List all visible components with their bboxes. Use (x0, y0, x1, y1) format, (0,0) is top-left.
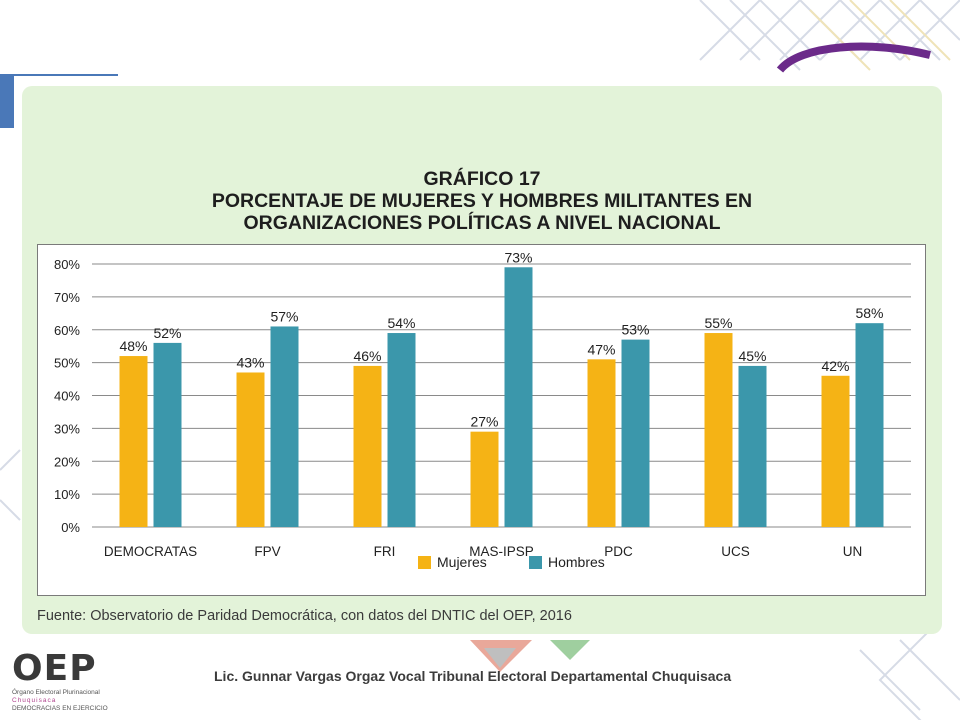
chart-title-line-3: ORGANIZACIONES POLÍTICAS A NIVEL NACIONA… (243, 212, 721, 234)
y-tick-label: 70% (54, 290, 80, 305)
chart-title: GRÁFICO 17 PORCENTAJE DE MUJERES Y HOMBR… (22, 168, 942, 234)
data-label: 45% (738, 348, 766, 364)
y-tick-label: 80% (54, 257, 80, 272)
y-tick-label: 20% (54, 454, 80, 469)
data-label: 43% (236, 354, 264, 370)
legend-label-hombres: Hombres (548, 554, 605, 570)
data-label: 27% (470, 414, 498, 430)
source-note: Fuente: Observatorio de Paridad Democrát… (37, 608, 572, 624)
y-tick-label: 0% (61, 520, 80, 535)
bar-mujeres-pdc (587, 359, 616, 527)
bar-mujeres-fri (353, 365, 382, 527)
bar-chart: 0% 10% 20% 30% 40% 50% 60% 70% 80% 48% 52% DEMOCRAT… (54, 249, 911, 570)
header-tab (0, 76, 14, 128)
bar-hombres-fpv (270, 326, 299, 527)
bar-mujeres-democratas (119, 356, 148, 527)
data-label: 55% (704, 315, 732, 331)
bar-hombres-pdc (621, 339, 650, 527)
bar-mujeres-fpv (236, 372, 265, 527)
chart-title-line-2: PORCENTAJE DE MUJERES Y HOMBRES MILITANT… (211, 190, 753, 212)
y-tick-label: 40% (54, 389, 80, 404)
data-label: 57% (270, 308, 298, 324)
data-label: 46% (353, 348, 381, 364)
x-tick-label: FPV (254, 544, 280, 559)
plot-area: 0% 10% 20% 30% 40% 50% 60% 70% 80% 48% 52% DEMOCRAT… (37, 244, 926, 596)
y-tick-label: 30% (54, 421, 80, 436)
y-tick-label: 10% (54, 487, 80, 502)
legend-label-mujeres: Mujeres (437, 554, 487, 570)
legend-swatch-hombres (529, 556, 542, 569)
x-tick-label: DEMOCRATAS (104, 544, 197, 559)
x-tick-label: MAS-IPSP (469, 544, 534, 559)
header-line (0, 74, 118, 76)
y-tick-label: 50% (54, 356, 80, 371)
bar-hombres-ucs (738, 365, 767, 527)
x-tick-label: UCS (721, 544, 750, 559)
data-label: 73% (504, 249, 532, 265)
bar-hombres-un (855, 323, 884, 527)
footer-text: Lic. Gunnar Vargas Orgaz Vocal Tribunal … (214, 668, 732, 684)
data-label: 53% (621, 322, 649, 338)
y-tick-label: 60% (54, 323, 80, 338)
data-label: 42% (821, 358, 849, 374)
x-tick-label: FRI (374, 544, 396, 559)
data-label: 58% (855, 305, 883, 321)
data-label: 48% (119, 338, 147, 354)
oep-logo: OEP (12, 648, 97, 689)
x-tick-label: PDC (604, 544, 633, 559)
logo-line-3: DEMOCRACIAS EN EJERCICIO (12, 705, 108, 712)
data-label: 52% (153, 325, 181, 341)
bar-mujeres-ucs (704, 333, 733, 527)
x-tick-label: UN (843, 544, 863, 559)
legend-swatch-mujeres (418, 556, 431, 569)
bar-hombres-mas-ipsp (504, 267, 533, 527)
chart-title-line-1: GRÁFICO 17 (423, 168, 541, 190)
data-label: 54% (387, 315, 415, 331)
bar-mujeres-mas-ipsp (470, 431, 499, 527)
logo-line-1: Órgano Electoral Plurinacional (12, 689, 100, 696)
bar-mujeres-un (821, 375, 850, 527)
bar-hombres-democratas (153, 342, 182, 527)
bar-hombres-fri (387, 333, 416, 527)
data-label: 47% (587, 341, 615, 357)
logo-line-2: Chuquisaca (12, 697, 57, 704)
